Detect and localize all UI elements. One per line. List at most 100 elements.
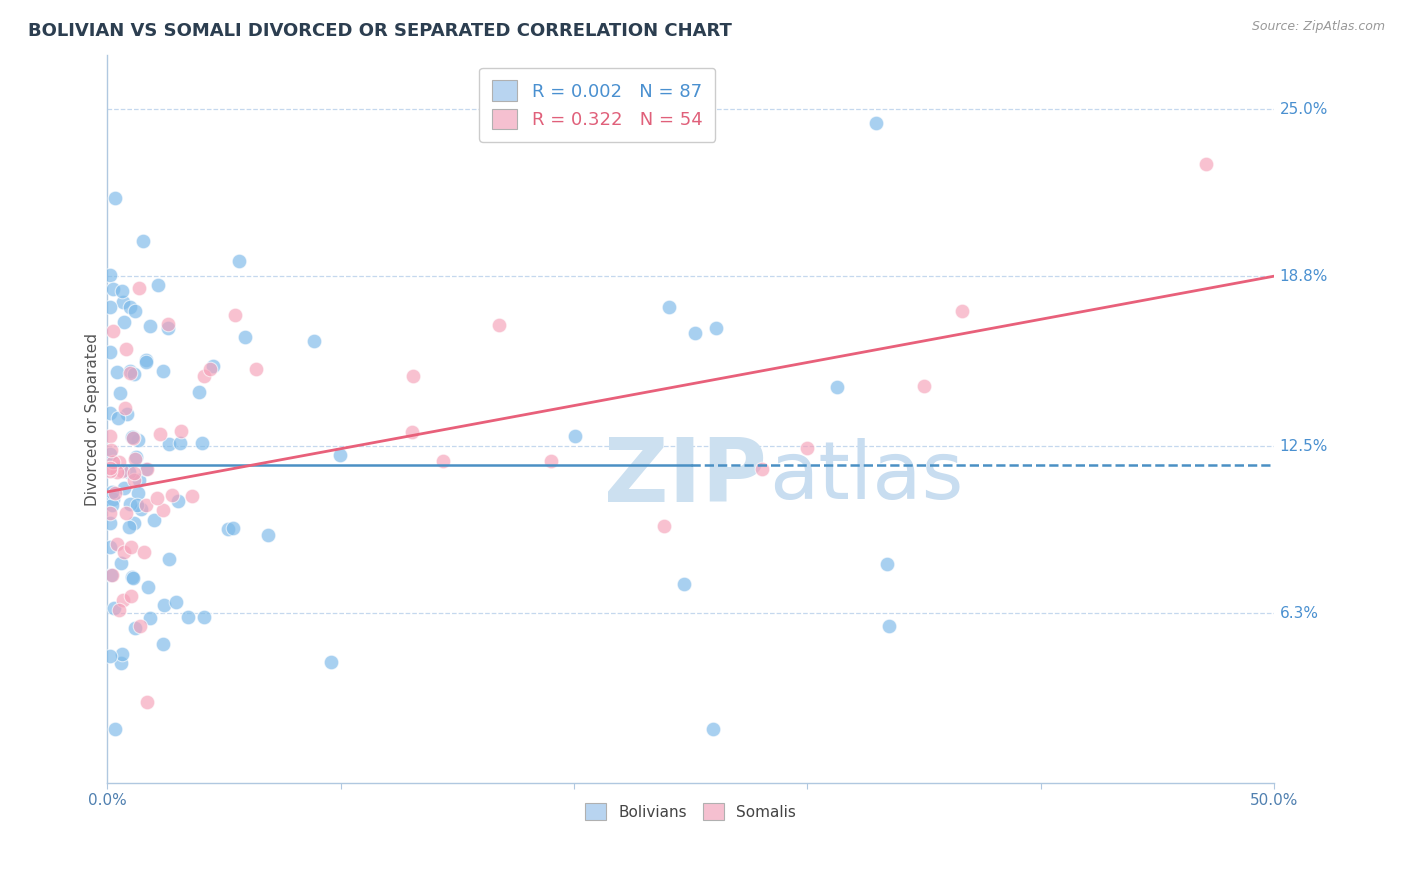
Point [876, 557, 898, 571]
Text: 12.5%: 12.5% [1279, 439, 1329, 453]
Text: 25.0%: 25.0% [1279, 102, 1329, 117]
Point [105, 365, 128, 379]
Point [138, 318, 160, 333]
Point [111, 284, 134, 298]
Point [912, 379, 935, 393]
Point [118, 465, 141, 479]
Text: ZIP: ZIP [603, 434, 766, 521]
Point [152, 363, 174, 377]
Point [107, 602, 129, 616]
Point [111, 592, 134, 607]
Point [188, 385, 211, 400]
Point [105, 465, 128, 479]
Point [685, 326, 707, 341]
Text: BOLIVIAN VS SOMALI DIVORCED OR SEPARATED CORRELATION CHART: BOLIVIAN VS SOMALI DIVORCED OR SEPARATED… [28, 22, 733, 40]
Point [114, 401, 136, 416]
Point [564, 429, 586, 443]
Point [132, 545, 155, 559]
Point [122, 467, 145, 481]
Point [111, 295, 134, 310]
Point [129, 502, 152, 516]
Point [165, 595, 187, 609]
Point [302, 334, 325, 348]
Point [101, 498, 124, 512]
Point [98, 406, 121, 420]
Point [167, 494, 190, 508]
Point [160, 488, 183, 502]
Point [135, 695, 157, 709]
Y-axis label: Divorced or Separated: Divorced or Separated [86, 333, 100, 506]
Point [104, 486, 127, 500]
Point [1195, 156, 1218, 170]
Point [128, 281, 150, 295]
Point [124, 303, 146, 318]
Point [135, 498, 157, 512]
Point [103, 324, 125, 338]
Point [143, 513, 166, 527]
Point [100, 567, 122, 582]
Point [329, 448, 352, 462]
Point [98, 540, 121, 554]
Point [124, 452, 146, 467]
Point [118, 520, 141, 534]
Point [120, 300, 142, 314]
Point [233, 330, 256, 344]
Point [124, 621, 146, 635]
Point [702, 722, 724, 736]
Point [98, 345, 121, 359]
Point [432, 454, 454, 468]
Point [191, 435, 214, 450]
Point [128, 473, 150, 487]
Point [121, 430, 143, 444]
Point [125, 450, 148, 464]
Point [98, 300, 121, 314]
Point [120, 540, 142, 554]
Point [135, 355, 157, 369]
Point [169, 424, 191, 438]
Point [104, 722, 127, 736]
Point [176, 610, 198, 624]
Text: 6.3%: 6.3% [1279, 606, 1319, 621]
Point [401, 425, 423, 439]
Point [796, 441, 818, 455]
Point [129, 619, 152, 633]
Point [118, 497, 141, 511]
Point [98, 649, 121, 664]
Point [139, 610, 162, 624]
Point [122, 516, 145, 530]
Point [146, 491, 169, 505]
Point [156, 321, 179, 335]
Point [488, 318, 510, 333]
Point [110, 656, 132, 670]
Point [122, 473, 145, 487]
Point [108, 455, 131, 469]
Point [138, 581, 160, 595]
Point [224, 308, 246, 322]
Point [402, 368, 425, 383]
Point [751, 462, 773, 476]
Point [673, 576, 696, 591]
Point [105, 537, 128, 551]
Point [193, 610, 215, 624]
Point [98, 461, 121, 475]
Point [245, 361, 267, 376]
Point [112, 315, 135, 329]
Point [110, 556, 132, 570]
Point [228, 254, 250, 268]
Text: Source: ZipAtlas.com: Source: ZipAtlas.com [1251, 20, 1385, 33]
Point [704, 321, 727, 335]
Point [110, 647, 132, 661]
Point [103, 455, 125, 469]
Point [104, 191, 127, 205]
Point [180, 489, 202, 503]
Point [148, 277, 170, 292]
Point [120, 366, 142, 380]
Point [98, 516, 121, 531]
Point [152, 503, 174, 517]
Point [121, 570, 143, 584]
Point [98, 446, 121, 460]
Point [865, 115, 887, 129]
Point [100, 568, 122, 582]
Text: atlas: atlas [769, 438, 963, 516]
Point [103, 282, 125, 296]
